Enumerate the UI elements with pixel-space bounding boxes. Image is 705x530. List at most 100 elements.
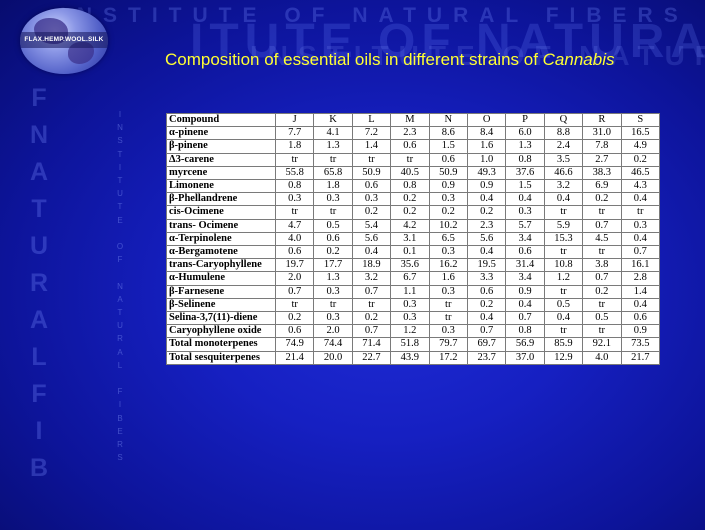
value-cell: 0.6: [428, 152, 468, 167]
value-cell: 0.3: [313, 311, 353, 326]
watermark-letter: U: [117, 189, 123, 199]
value-cell: 35.6: [390, 258, 430, 273]
value-cell: 21.4: [274, 350, 315, 365]
watermark-letter: L: [117, 360, 123, 370]
value-cell: tr: [313, 205, 353, 220]
value-cell: 5.7: [505, 218, 545, 233]
value-cell: 2.0: [274, 271, 315, 286]
value-cell: 7.8: [582, 139, 622, 154]
value-cell: 0.9: [620, 324, 661, 339]
watermark-letter: F: [31, 84, 47, 112]
value-cell: 31.0: [582, 126, 622, 141]
watermark-letter: A: [29, 306, 49, 334]
header-strain: Q: [543, 112, 584, 128]
value-cell: 0.8: [390, 179, 430, 194]
value-cell: 12.9: [543, 350, 584, 365]
value-cell: 71.4: [351, 337, 392, 352]
value-cell: 40.5: [390, 165, 430, 181]
table-body: α-pinene 7.7 4.1 7.2 2.3 8.6 8.4 6.0 8.8 31.0 16.5…: [166, 126, 661, 365]
compound-name: β-Farnesene: [166, 284, 276, 299]
compound-name: β-pinene: [166, 139, 276, 154]
table-row: α-pinene 7.7 4.1 7.2 2.3 8.6 8.4 6.0 8.8 31.0 16.5: [166, 126, 661, 141]
header-strain: O: [466, 112, 507, 128]
value-cell: 55.8: [274, 165, 315, 181]
table-row: Δ3-carene tr tr tr tr 0.6 1.0 0.8 3.5 2.7 0.2: [166, 152, 661, 167]
value-cell: 0.2: [351, 205, 392, 220]
compound-name: Limonene: [166, 179, 276, 194]
watermark-letter: L: [31, 343, 47, 371]
value-cell: tr: [274, 152, 315, 167]
value-cell: 22.7: [351, 350, 392, 365]
value-cell: 19.7: [274, 258, 315, 273]
value-cell: 0.4: [620, 192, 661, 207]
value-cell: 2.3: [390, 126, 430, 141]
table-header-row: Compound J K L M N O P Q R S: [166, 112, 661, 128]
value-cell: tr: [274, 205, 315, 220]
value-cell: 0.4: [505, 297, 545, 313]
value-cell: 1.3: [505, 139, 545, 154]
compound-name: myrcene: [166, 165, 276, 181]
value-cell: 43.9: [390, 350, 430, 365]
value-cell: 0.6: [390, 139, 430, 154]
watermark-letter: A: [117, 347, 123, 357]
value-cell: 0.5: [313, 218, 353, 233]
value-cell: 1.4: [351, 139, 392, 154]
value-cell: 0.2: [620, 152, 661, 167]
value-cell: 7.2: [351, 126, 392, 141]
watermark-letter: R: [29, 269, 49, 297]
value-cell: 0.5: [582, 311, 622, 326]
value-cell: 49.3: [466, 165, 507, 181]
value-cell: 1.3: [313, 271, 353, 286]
header-strain: K: [313, 112, 353, 128]
watermark-letter: U: [117, 321, 123, 331]
value-cell: 8.8: [543, 126, 584, 141]
watermark-line-1: INSTITUTE OF NATURAL FIBERS: [60, 4, 689, 27]
value-cell: 0.9: [466, 179, 507, 194]
watermark-letter: [112, 227, 128, 240]
value-cell: 1.0: [466, 152, 507, 167]
value-cell: tr: [351, 152, 392, 167]
value-cell: 50.9: [351, 165, 392, 181]
table-row: myrcene 55.8 65.8 50.9 40.5 50.9 49.3 37.6 46.6 3…: [166, 165, 661, 181]
watermark-letter: U: [29, 232, 49, 260]
value-cell: 0.3: [313, 192, 353, 207]
value-cell: 37.6: [505, 165, 545, 181]
value-cell: 8.4: [466, 126, 507, 141]
value-cell: 1.6: [428, 271, 468, 286]
watermark-letter: F: [117, 255, 123, 265]
value-cell: tr: [620, 205, 661, 220]
value-cell: 92.1: [582, 337, 622, 352]
value-cell: 0.6: [466, 284, 507, 299]
value-cell: 10.2: [428, 218, 468, 233]
value-cell: 17.2: [428, 350, 468, 365]
value-cell: 0.9: [505, 284, 545, 299]
value-cell: 1.5: [428, 139, 468, 154]
value-cell: 0.4: [543, 311, 584, 326]
value-cell: 6.9: [582, 179, 622, 194]
table-row: β-Phellandrene 0.3 0.3 0.3 0.2 0.3 0.4 0.4 0.4 0.…: [166, 192, 661, 207]
value-cell: 4.3: [620, 179, 661, 194]
value-cell: 50.9: [428, 165, 468, 181]
value-cell: 0.2: [390, 192, 430, 207]
value-cell: 21.7: [620, 350, 661, 365]
watermark-letter: B: [117, 413, 123, 423]
watermark-letter: I: [118, 400, 122, 410]
table-row: β-Selinene tr tr tr 0.3 tr 0.2 0.4 0.5 tr 0.4: [166, 297, 661, 313]
value-cell: 3.8: [582, 258, 622, 273]
value-cell: 0.2: [274, 311, 315, 326]
value-cell: 0.6: [274, 324, 315, 339]
value-cell: 6.5: [428, 231, 468, 247]
value-cell: 0.7: [351, 324, 392, 339]
table-row: Limonene 0.8 1.8 0.6 0.8 0.9 0.9 1.5 3.2 6.9 4.3: [166, 179, 661, 194]
value-cell: 6.0: [505, 126, 545, 141]
essential-oils-table: Compound J K L M N O P Q R S α-pinene 7.7 4.1 7.2 2.3 8…: [166, 112, 661, 365]
value-cell: 0.3: [428, 324, 468, 339]
table-row: α-Terpinolene 4.0 0.6 5.6 3.1 6.5 5.6 3.4 15.3 4.…: [166, 231, 661, 247]
value-cell: 2.7: [582, 152, 622, 167]
value-cell: 0.2: [582, 192, 622, 207]
title-italic: Cannabis: [542, 50, 615, 69]
value-cell: 0.3: [428, 192, 468, 207]
table-row: Total sesquiterpenes 21.4 20.0 22.7 43.9 17.2…: [166, 350, 661, 365]
value-cell: 1.4: [620, 284, 661, 299]
